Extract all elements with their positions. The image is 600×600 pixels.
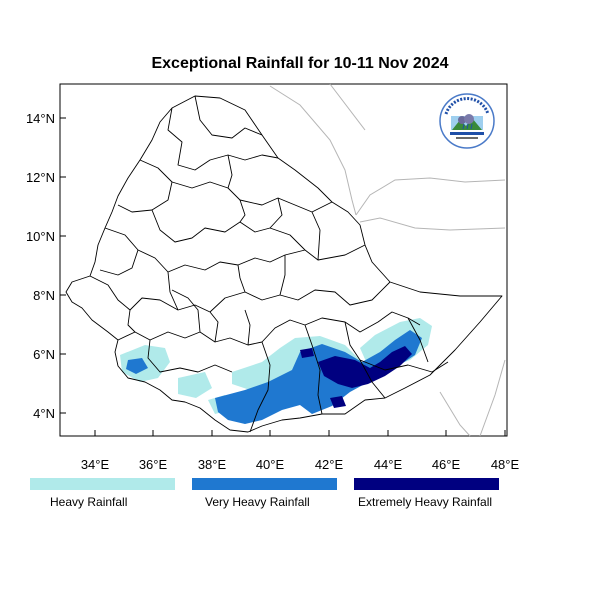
legend-swatch-very-heavy	[192, 478, 337, 490]
neighbor-borders	[269, 83, 506, 437]
map-title: Exceptional Rainfall for 10-11 Nov 2024	[151, 55, 449, 72]
rainfall-very-heavy-layer	[126, 330, 422, 424]
lon-tick-label: 46°E	[432, 457, 461, 472]
lon-tick-label: 48°E	[491, 457, 520, 472]
rainfall-extreme-layer	[300, 346, 412, 408]
map-frame	[59, 83, 508, 437]
lat-tick-label: 10°N	[26, 229, 55, 244]
lon-tick-label: 42°E	[315, 457, 344, 472]
axis-ticks	[60, 117, 506, 436]
legend-swatch-heavy	[30, 478, 175, 490]
legend-label-extreme: Extremely Heavy Rainfall	[358, 495, 493, 509]
legend-label-very-heavy: Very Heavy Rainfall	[205, 495, 310, 509]
lon-tick-label: 44°E	[374, 457, 403, 472]
lat-tick-label: 4°N	[33, 406, 55, 421]
lat-tick-label: 6°N	[33, 347, 55, 362]
lon-tick-label: 34°E	[81, 457, 110, 472]
lat-tick-label: 12°N	[26, 170, 55, 185]
lon-tick-label: 38°E	[198, 457, 227, 472]
lat-tick-labels: 4°N 6°N 8°N 10°N 12°N 14°N	[26, 111, 55, 421]
lon-tick-label: 40°E	[256, 457, 285, 472]
lon-tick-labels: 34°E 36°E 38°E 40°E 42°E 44°E 46°E 48°E	[81, 457, 520, 472]
ethiopian-meteorology-institute-logo-icon	[439, 93, 495, 149]
ethiopia-borders	[65, 95, 503, 433]
lat-tick-label: 8°N	[33, 288, 55, 303]
lon-tick-label: 36°E	[139, 457, 168, 472]
legend-label-heavy: Heavy Rainfall	[50, 495, 128, 509]
legend-swatch-extreme	[354, 478, 499, 490]
lat-tick-label: 14°N	[26, 111, 55, 126]
